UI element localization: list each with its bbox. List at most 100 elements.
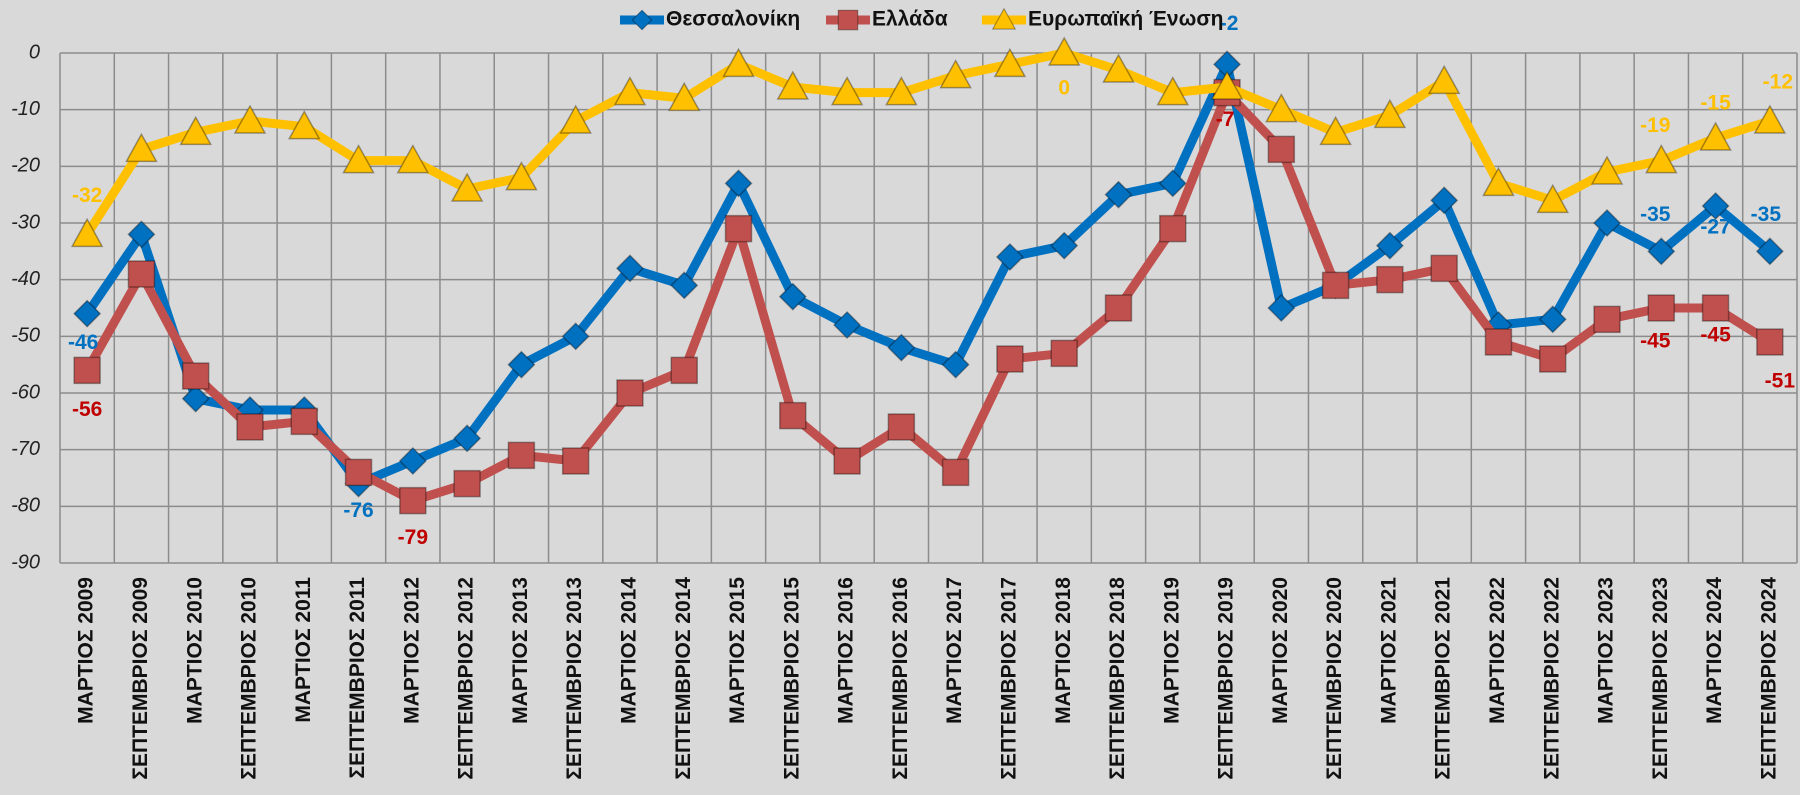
marker	[1482, 166, 1515, 197]
marker	[453, 469, 481, 498]
y-tick-label: -10	[11, 98, 40, 120]
marker	[995, 242, 1024, 272]
legend-marker	[631, 9, 653, 31]
marker	[776, 70, 810, 100]
x-tick-label: ΣΕΠΤΕΜΒΡΙΟΣ 2016	[889, 577, 912, 780]
marker	[615, 254, 645, 283]
x-tick-label: ΣΕΠΤΕΜΒΡΙΟΣ 2021	[1432, 577, 1455, 780]
marker	[1647, 294, 1676, 322]
marker	[616, 379, 644, 407]
marker	[1158, 169, 1187, 198]
marker	[1104, 294, 1133, 322]
y-tick-label: -40	[11, 268, 40, 290]
data-label: -12	[1763, 71, 1793, 94]
x-tick-label: ΜΑΡΤΙΟΣ 2023	[1595, 577, 1618, 724]
marker	[887, 333, 916, 362]
marker	[1050, 339, 1078, 368]
x-tick-label: ΣΕΠΤΕΜΒΡΙΟΣ 2015	[780, 577, 803, 780]
data-label: -45	[1640, 330, 1671, 353]
marker	[778, 282, 807, 311]
data-label: -15	[1700, 92, 1731, 115]
data-label: -35	[1640, 203, 1671, 226]
y-tick-label: -80	[11, 495, 40, 517]
marker	[939, 59, 972, 89]
marker	[1755, 237, 1784, 266]
marker	[1376, 265, 1404, 294]
marker	[941, 458, 970, 487]
x-tick-label: ΣΕΠΤΕΜΒΡΙΟΣ 2009	[129, 577, 152, 780]
x-tick-label: ΜΑΡΤΙΟΣ 2010	[183, 577, 206, 724]
marker	[722, 47, 755, 78]
marker	[724, 169, 753, 198]
y-tick-label: -50	[11, 325, 40, 347]
data-label: -35	[1751, 203, 1782, 226]
data-label: 0	[1058, 77, 1070, 100]
marker	[1538, 305, 1567, 334]
marker	[559, 104, 592, 134]
marker	[1375, 231, 1404, 260]
marker	[507, 441, 536, 470]
marker	[344, 458, 373, 487]
legend-marker	[837, 9, 859, 31]
y-tick-label: 0	[29, 41, 40, 63]
marker	[1590, 155, 1624, 185]
marker	[993, 47, 1027, 78]
marker	[833, 310, 862, 340]
marker	[670, 356, 698, 385]
marker	[670, 271, 699, 300]
y-tick-label: -90	[11, 551, 40, 573]
marker	[1427, 64, 1461, 95]
x-tick-label: ΣΕΠΤΕΜΒΡΙΟΣ 2020	[1323, 577, 1346, 780]
marker	[724, 214, 753, 243]
y-tick-label: -60	[11, 381, 40, 403]
marker	[1321, 271, 1350, 300]
x-tick-label: ΣΕΠΤΕΜΒΡΙΟΣ 2014	[672, 577, 695, 780]
marker	[561, 447, 590, 475]
marker	[887, 413, 916, 441]
marker	[290, 407, 319, 436]
marker	[1699, 121, 1732, 151]
data-label: -45	[1700, 324, 1731, 347]
x-tick-label: ΜΑΡΤΙΟΣ 2015	[726, 577, 749, 724]
data-label: -2	[1220, 12, 1239, 35]
data-label: -32	[72, 184, 102, 207]
marker	[181, 362, 210, 390]
x-tick-label: ΣΕΠΤΕΜΒΡΙΟΣ 2011	[346, 577, 369, 779]
marker	[941, 350, 970, 379]
x-tick-label: ΜΑΡΤΙΟΣ 2022	[1486, 577, 1509, 724]
x-tick-label: ΣΕΠΤΕΜΒΡΙΟΣ 2012	[455, 577, 478, 780]
legend-label: Ελλάδα	[872, 8, 948, 31]
x-tick-label: ΜΑΡΤΙΟΣ 2017	[943, 577, 966, 724]
x-tick-label: ΜΑΡΤΙΟΣ 2019	[1160, 577, 1183, 724]
marker	[125, 132, 158, 163]
y-tick-label: -70	[11, 438, 40, 460]
marker	[833, 447, 861, 475]
x-tick-label: ΣΕΠΤΕΜΒΡΙΟΣ 2010	[238, 577, 261, 780]
marker	[779, 401, 807, 430]
marker	[396, 144, 430, 174]
marker	[127, 220, 156, 249]
marker	[1701, 294, 1730, 322]
marker	[1484, 328, 1513, 356]
marker	[1536, 183, 1570, 214]
marker	[450, 172, 484, 202]
marker	[1538, 345, 1567, 373]
marker	[1210, 70, 1244, 100]
x-tick-label: ΜΑΡΤΙΟΣ 2013	[509, 577, 532, 724]
marker	[287, 110, 321, 140]
x-tick-label: ΜΑΡΤΙΟΣ 2024	[1703, 577, 1726, 724]
x-tick-label: ΜΑΡΤΙΟΣ 2021	[1377, 577, 1400, 724]
marker	[1104, 180, 1133, 209]
marker	[1373, 98, 1407, 129]
marker	[996, 345, 1024, 373]
marker	[1647, 237, 1676, 266]
legend-marker	[991, 7, 1017, 30]
x-tick-label: ΜΑΡΤΙΟΣ 2020	[1269, 577, 1292, 724]
marker	[830, 76, 864, 106]
x-tick-label: ΜΑΡΤΙΟΣ 2016	[835, 577, 858, 724]
series-line	[83, 48, 1772, 237]
marker	[233, 104, 267, 134]
marker	[1430, 186, 1459, 215]
marker	[507, 350, 536, 379]
